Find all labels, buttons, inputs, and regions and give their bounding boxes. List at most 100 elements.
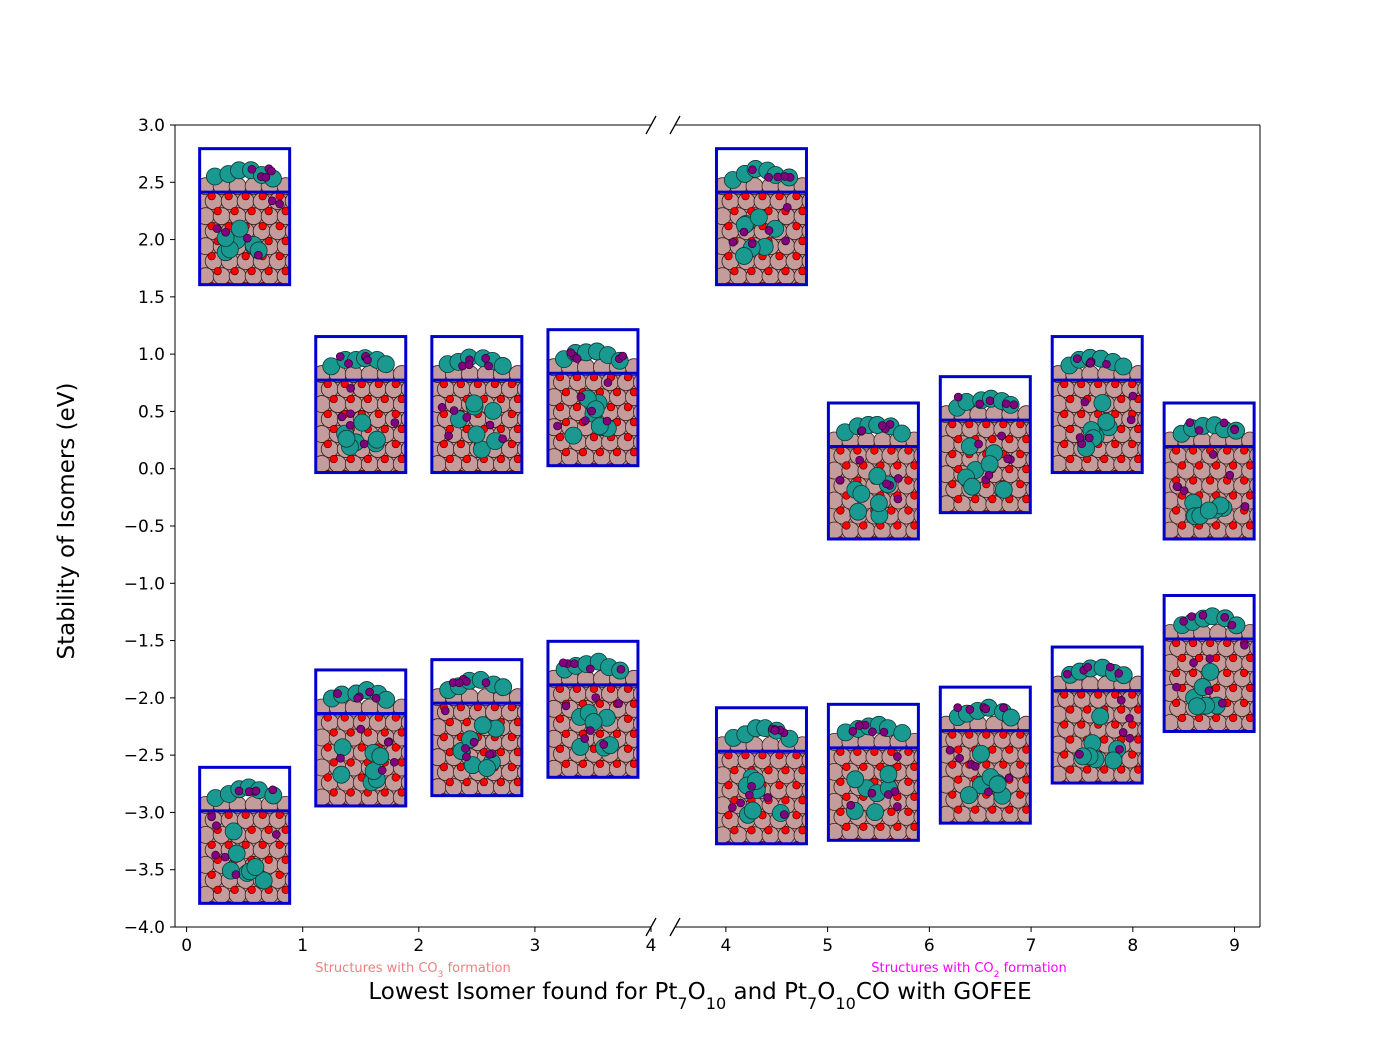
platinum-atom [1097, 412, 1116, 431]
oxygen-atom [1111, 720, 1120, 729]
isomer-structure-marker [1050, 645, 1144, 785]
carbon-atom [1001, 399, 1011, 409]
isomer-structure-marker [826, 401, 920, 541]
oxygen-atom [1178, 653, 1187, 663]
carbon-atom [1189, 658, 1198, 667]
carbon-atom [390, 418, 400, 427]
oxygen-atom [445, 424, 454, 434]
isomer-structure-marker [826, 702, 920, 842]
platinum-atom [494, 678, 513, 697]
label-part: 2 [994, 970, 1000, 980]
oxygen-atom [988, 435, 997, 444]
oxygen-atom [1066, 705, 1075, 714]
slab-atom [392, 698, 406, 717]
carbon-atom [1075, 749, 1084, 759]
platinum-atom [735, 247, 753, 265]
oxygen-atom [258, 840, 267, 849]
isomer-structure-marker [1162, 593, 1256, 733]
carbon-atom [462, 677, 471, 686]
carbon-atom [748, 165, 757, 175]
oxygen-atom [842, 792, 851, 801]
oxygen-atom [1117, 705, 1126, 714]
oxygen-atom [612, 388, 622, 397]
slab-atom [1017, 715, 1031, 734]
carbon-atom [745, 790, 754, 800]
x-tick-label: 4 [646, 936, 657, 956]
slab-atom [801, 752, 807, 769]
oxygen-atom [792, 811, 801, 820]
platinum-atom [467, 425, 486, 444]
oxygen-atom [893, 461, 902, 470]
oxygen-atom [380, 788, 389, 797]
carbon-atom [345, 420, 355, 430]
isomer-structure-marker [314, 668, 408, 808]
slab-atom [1249, 670, 1255, 686]
oxygen-atom [1117, 424, 1126, 434]
carbon-atom [747, 782, 756, 791]
oxygen-atom [230, 207, 239, 216]
oxygen-atom [859, 521, 868, 530]
carbon-atom [591, 693, 601, 702]
oxygen-atom [264, 237, 273, 246]
label-part: O [688, 979, 706, 1005]
oxygen-atom [329, 728, 338, 737]
slab-atom [1025, 761, 1031, 778]
carbon-atom [484, 361, 493, 371]
oxygen-atom [971, 495, 980, 504]
platinum-atom [852, 485, 871, 503]
oxygen-atom [1240, 668, 1249, 678]
slab-atom [284, 811, 290, 828]
oxygen-atom [561, 759, 571, 768]
carbon-atom [781, 236, 790, 246]
oxygen-atom [589, 433, 599, 442]
oxygen-atom [258, 222, 267, 231]
oxygen-atom [555, 403, 565, 412]
carbon-atom [1227, 620, 1237, 630]
oxygen-atom [724, 252, 733, 261]
oxygen-atom [357, 743, 366, 752]
oxygen-atom [1189, 476, 1198, 485]
platinum-atom [376, 355, 395, 374]
oxygen-atom [1229, 653, 1238, 663]
oxygen-atom [1005, 805, 1014, 814]
carbon-atom [461, 744, 470, 753]
carbon-atom [764, 173, 773, 182]
oxygen-atom [507, 409, 516, 419]
oxygen-atom [904, 506, 913, 515]
carbon-atom [444, 431, 453, 441]
oxygen-atom [496, 454, 505, 464]
oxygen-atom [1178, 521, 1187, 530]
carbon-atom [893, 494, 903, 504]
isomer-structure-marker [938, 375, 1032, 515]
slab-atom [913, 778, 919, 795]
slab-atom [633, 715, 638, 732]
oxygen-atom [612, 448, 622, 457]
carbon-atom [1205, 654, 1215, 663]
slab-atom [400, 411, 406, 428]
slab-atom [801, 223, 807, 240]
oxygen-atom [496, 748, 505, 757]
carbon-atom [356, 724, 366, 734]
oxygen-atom [1016, 790, 1025, 799]
carbon-atom [1172, 682, 1181, 692]
oxygen-atom [374, 409, 383, 419]
oxygen-atom [439, 439, 448, 449]
oxygen-atom [595, 759, 605, 768]
oxygen-atom [1005, 435, 1014, 444]
oxygen-atom [1066, 454, 1075, 464]
oxygen-atom [893, 521, 902, 530]
slab-atom [801, 253, 807, 270]
oxygen-atom [275, 870, 284, 879]
oxygen-atom [555, 744, 565, 753]
oxygen-atom [781, 267, 790, 276]
oxygen-atom [380, 728, 389, 737]
slab-atom [1129, 365, 1143, 383]
carbon-atom [1106, 662, 1115, 672]
platinum-atom [564, 426, 583, 445]
slab-atom [1241, 431, 1255, 450]
platinum-atom [333, 738, 352, 757]
oxygen-atom [1077, 409, 1086, 419]
x-tick-label: 6 [924, 936, 935, 956]
carbon-atom [211, 850, 220, 860]
oxygen-atom [1100, 765, 1109, 774]
